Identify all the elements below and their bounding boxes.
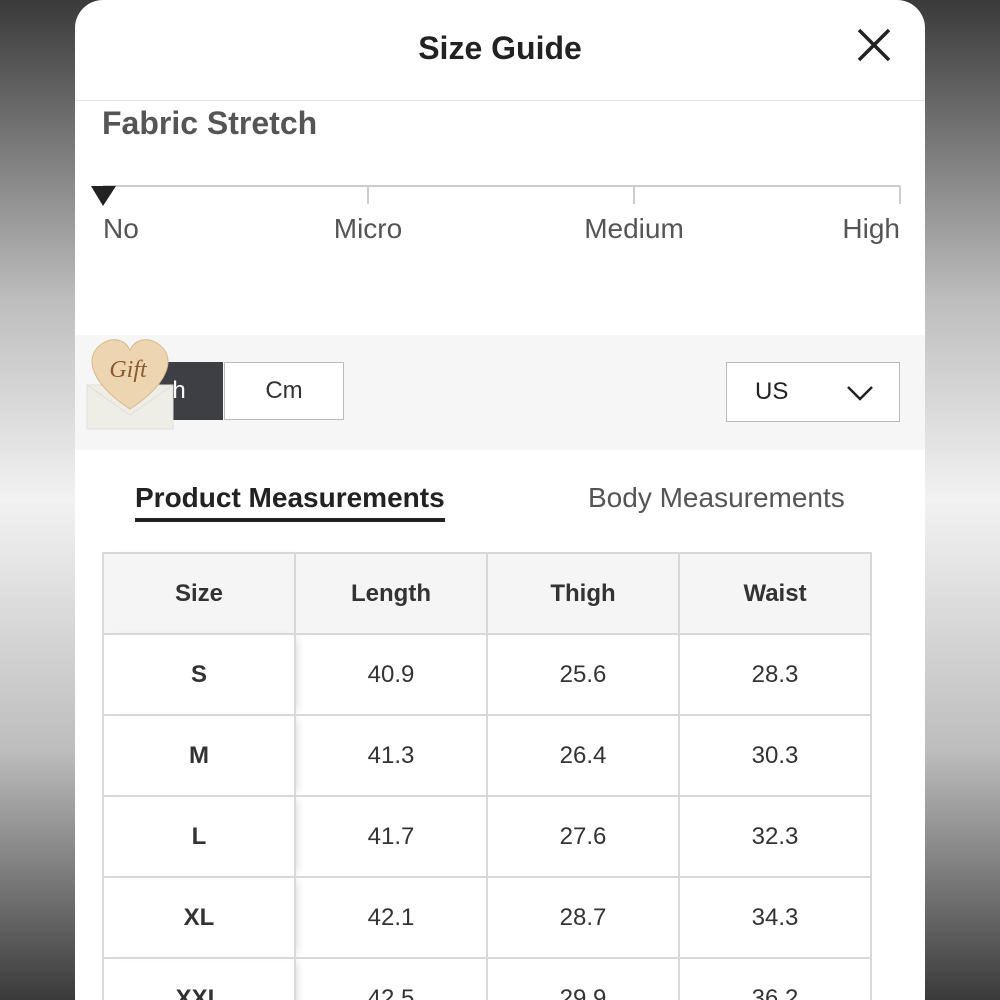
table-cell: L xyxy=(102,795,296,878)
table-cell: XL xyxy=(102,876,296,959)
tab[interactable]: Product Measurements xyxy=(135,482,445,522)
close-button[interactable] xyxy=(855,26,893,64)
table-cell: S xyxy=(102,633,296,716)
table-cell: Length xyxy=(294,552,488,635)
table-row: S 40.9 25.6 28.3 xyxy=(102,633,872,716)
table-row: Size Length Thigh Waist xyxy=(102,552,872,635)
stretch-marker xyxy=(91,186,116,206)
region-label: US xyxy=(755,378,789,405)
table-cell: 32.3 xyxy=(678,795,872,878)
table-cell: 40.9 xyxy=(294,633,488,716)
table-cell: 41.3 xyxy=(294,714,488,797)
table-cell: 28.7 xyxy=(486,876,680,959)
table-cell: Waist xyxy=(678,552,872,635)
gift-label: Gift xyxy=(109,357,148,383)
modal-title: Size Guide xyxy=(418,30,582,66)
table-row: XXL 42.5 29.9 36.2 xyxy=(102,957,872,1000)
table-cell: 36.2 xyxy=(678,957,872,1000)
table-cell: M xyxy=(102,714,296,797)
stretch-scale: No Micro Medium High xyxy=(91,185,901,244)
size-table: Size Length Thigh Waist S 40.9 25.6 28.3 M 41.3 26… xyxy=(102,552,872,1000)
stretch-level: No xyxy=(103,213,139,244)
table-cell: 26.4 xyxy=(486,714,680,797)
table-row: XL 42.1 28.7 34.3 xyxy=(102,876,872,959)
stretch-level: Medium xyxy=(584,213,684,244)
chevron xyxy=(847,386,873,401)
table-cell: 27.6 xyxy=(486,795,680,878)
table-cell: 28.3 xyxy=(678,633,872,716)
table-cell: 30.3 xyxy=(678,714,872,797)
table-row: L 41.7 27.6 32.3 xyxy=(102,795,872,878)
stretch-level: High xyxy=(842,213,900,244)
size-guide-modal: Size Guide Fabric Stretch No Micro Medium H… xyxy=(75,0,925,1000)
table-cell: Thigh xyxy=(486,552,680,635)
table-cell: 41.7 xyxy=(294,795,488,878)
table-cell: 25.6 xyxy=(486,633,680,716)
divider xyxy=(75,100,925,101)
section-title: Fabric Stretch xyxy=(102,105,318,141)
gift-icon[interactable]: Gift xyxy=(83,335,179,433)
table-row: M 41.3 26.4 30.3 xyxy=(102,714,872,797)
table-cell: 29.9 xyxy=(486,957,680,1000)
table-cell: Size xyxy=(102,552,296,635)
table-cell: XXL xyxy=(102,957,296,1000)
unit-toggle[interactable]: Cm xyxy=(224,362,344,420)
stretch-level: Micro xyxy=(334,213,402,244)
table-cell: 34.3 xyxy=(678,876,872,959)
table-cell: 42.1 xyxy=(294,876,488,959)
tab[interactable]: Body Measurements xyxy=(588,482,845,513)
region-dropdown[interactable]: US xyxy=(726,362,900,422)
table-cell: 42.5 xyxy=(294,957,488,1000)
